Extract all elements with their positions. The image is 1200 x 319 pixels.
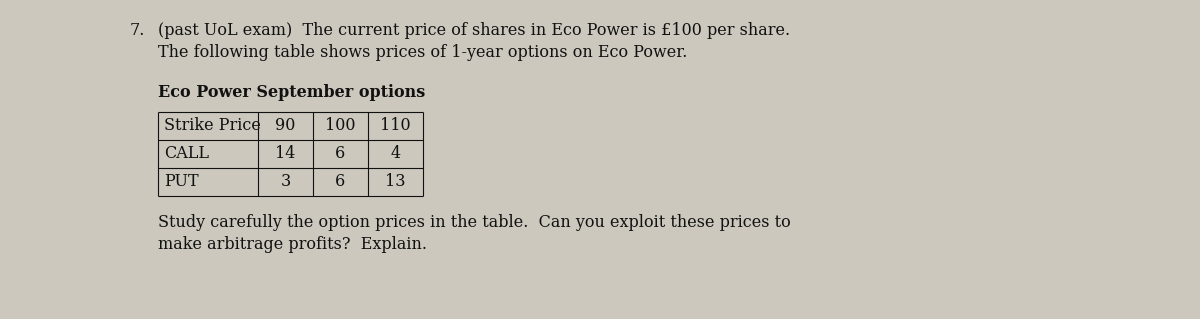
Text: 6: 6 (335, 173, 346, 190)
Text: 14: 14 (275, 145, 295, 162)
Text: PUT: PUT (164, 173, 199, 190)
Text: 3: 3 (281, 173, 290, 190)
Text: 4: 4 (390, 145, 401, 162)
Text: Strike Price: Strike Price (164, 117, 260, 134)
Text: 110: 110 (380, 117, 410, 134)
Text: 13: 13 (385, 173, 406, 190)
Text: make arbitrage profits?  Explain.: make arbitrage profits? Explain. (158, 236, 427, 253)
Text: The following table shows prices of 1-year options on Eco Power.: The following table shows prices of 1-ye… (158, 44, 688, 61)
Text: 90: 90 (275, 117, 295, 134)
Text: Study carefully the option prices in the table.  Can you exploit these prices to: Study carefully the option prices in the… (158, 214, 791, 231)
Text: 6: 6 (335, 145, 346, 162)
Text: 100: 100 (325, 117, 355, 134)
Text: CALL: CALL (164, 145, 209, 162)
Text: (past UoL exam)  The current price of shares in Eco Power is £100 per share.: (past UoL exam) The current price of sha… (158, 22, 790, 39)
Text: Eco Power September options: Eco Power September options (158, 84, 425, 100)
Text: 7.: 7. (130, 22, 145, 39)
